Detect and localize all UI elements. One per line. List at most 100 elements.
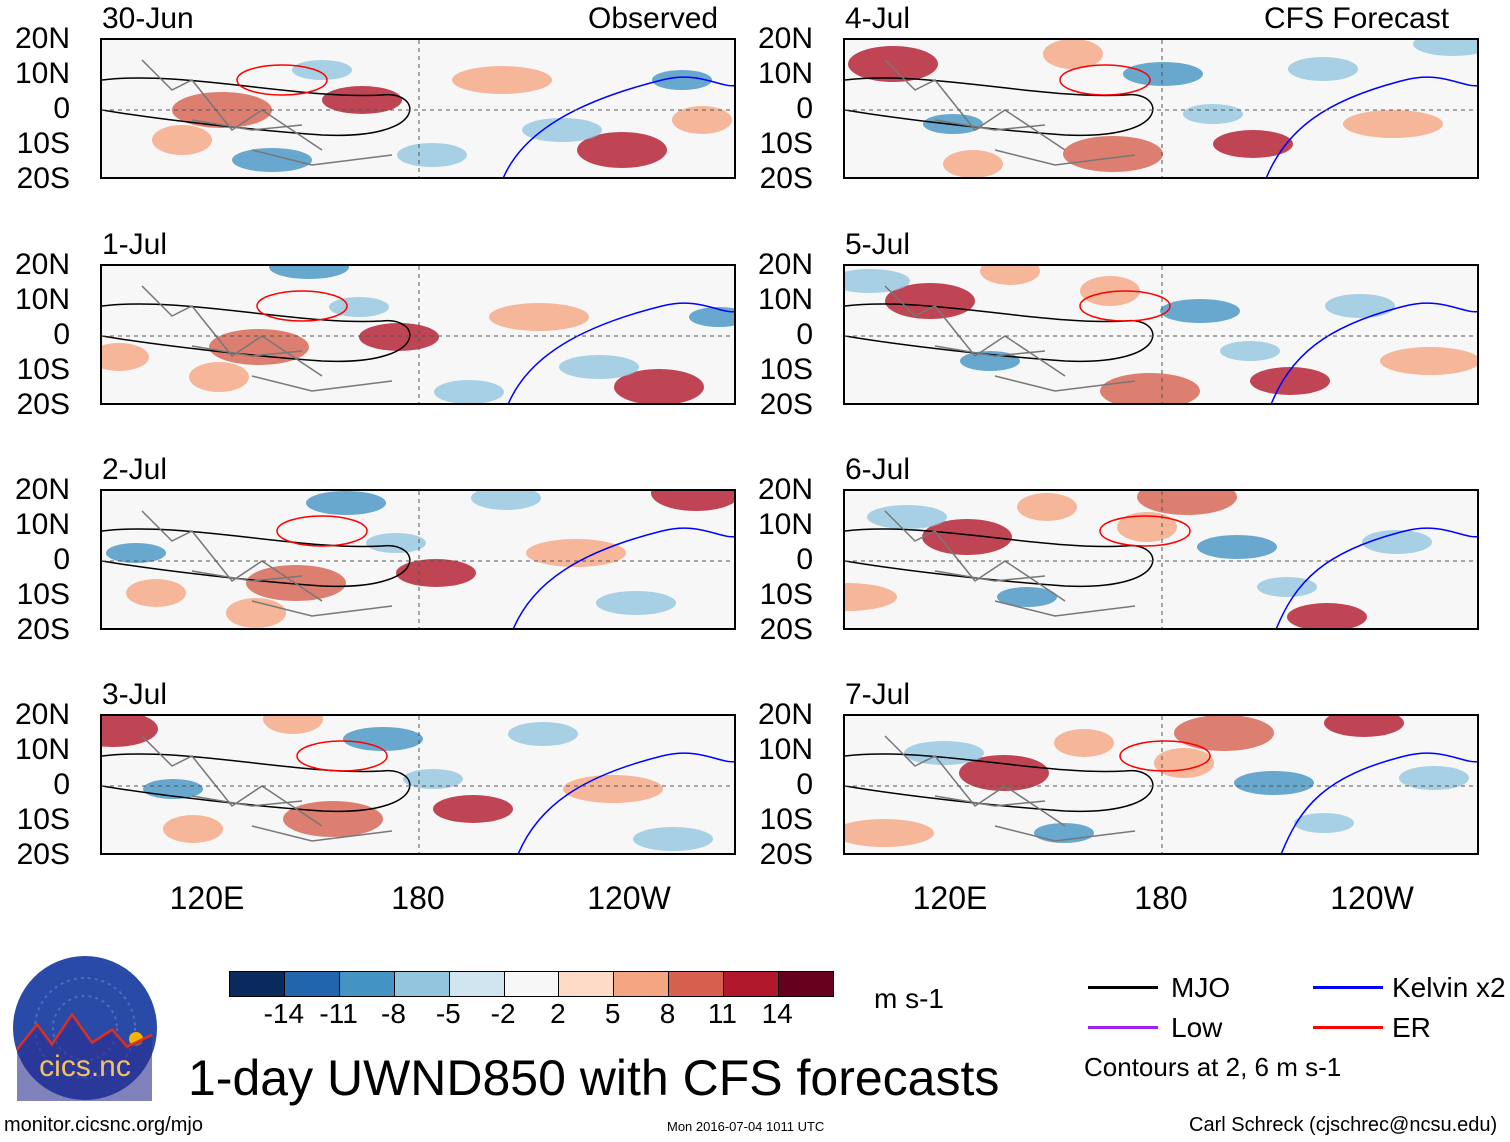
map-panel bbox=[100, 264, 736, 405]
lat-label: 20N bbox=[757, 698, 813, 731]
legend-kelvin-line bbox=[1313, 986, 1383, 989]
anomaly-shade bbox=[980, 266, 1040, 285]
lon-label: 180 bbox=[391, 880, 445, 916]
lat-label: 0 bbox=[53, 92, 70, 125]
lat-label: 10S bbox=[759, 353, 813, 386]
legend-kelvin: Kelvin x2 bbox=[1392, 972, 1506, 1003]
anomaly-shade bbox=[1213, 130, 1293, 158]
er-contour bbox=[256, 290, 348, 322]
contour-note: Contours at 2, 6 m s-1 bbox=[1084, 1052, 1342, 1082]
map-panel bbox=[843, 489, 1479, 630]
anomaly-shade bbox=[1324, 716, 1404, 737]
observed-label: Observed bbox=[588, 2, 719, 35]
lat-label: 20S bbox=[16, 162, 70, 195]
panel-date: 2-Jul bbox=[102, 453, 168, 486]
forecast-label: CFS Forecast bbox=[1264, 2, 1450, 35]
anomaly-shade bbox=[263, 716, 323, 734]
anomaly-shade bbox=[102, 716, 158, 747]
logo-text: cics.nc bbox=[39, 1050, 131, 1083]
anomaly-shade bbox=[209, 329, 309, 365]
anomaly-shade bbox=[526, 539, 626, 567]
anomaly-shade bbox=[343, 727, 423, 751]
anomaly-shade bbox=[433, 795, 513, 823]
kelvin-contour bbox=[1265, 76, 1477, 177]
anomaly-shade bbox=[396, 559, 476, 587]
anomaly-shade bbox=[1100, 373, 1200, 403]
anomaly-shade bbox=[596, 591, 676, 615]
anomaly-shade bbox=[1294, 813, 1354, 833]
anomaly-shade bbox=[1063, 136, 1163, 172]
er-contour bbox=[276, 515, 368, 547]
lat-label: 20N bbox=[757, 473, 813, 506]
lat-label: 10N bbox=[757, 283, 813, 316]
lat-label: 10S bbox=[759, 127, 813, 160]
lat-label: 10S bbox=[16, 127, 70, 160]
lat-label: 10N bbox=[14, 283, 70, 316]
lon-label: 120W bbox=[587, 880, 671, 916]
mjo-contour bbox=[102, 77, 411, 137]
anomaly-shade bbox=[102, 343, 149, 371]
anomaly-shade bbox=[403, 769, 463, 789]
anomaly-shade bbox=[1160, 299, 1240, 323]
kelvin-contour bbox=[507, 302, 734, 403]
anomaly-shade bbox=[329, 297, 389, 317]
lat-label: 20N bbox=[14, 248, 70, 281]
lat-label: 20S bbox=[759, 838, 813, 871]
anomaly-shade bbox=[1197, 535, 1277, 559]
anomaly-shade bbox=[1250, 367, 1330, 395]
lat-label: 10N bbox=[14, 57, 70, 90]
anomaly-shade bbox=[1362, 530, 1432, 554]
colorbar-swatch bbox=[284, 972, 340, 996]
map-panel bbox=[843, 264, 1479, 405]
lat-label: 20N bbox=[757, 248, 813, 281]
lat-label: 20S bbox=[759, 388, 813, 421]
colorbar-swatch bbox=[394, 972, 450, 996]
kelvin-contour bbox=[1270, 302, 1477, 403]
anomaly-shade bbox=[1234, 771, 1314, 795]
kelvin-contour bbox=[1275, 527, 1477, 628]
colorbar bbox=[229, 971, 834, 997]
anomaly-shade bbox=[1343, 110, 1443, 138]
anomaly-shade bbox=[614, 369, 704, 403]
anomaly-shade bbox=[845, 269, 910, 293]
legend-mjo: MJO bbox=[1171, 972, 1231, 1003]
anomaly-shade bbox=[292, 60, 352, 80]
anomaly-shade bbox=[306, 491, 386, 515]
panel-date: 3-Jul bbox=[102, 678, 168, 711]
lat-label: 0 bbox=[53, 318, 70, 351]
anomaly-shade bbox=[633, 827, 713, 851]
anomaly-shade bbox=[522, 118, 602, 142]
lat-label: 20N bbox=[757, 22, 813, 55]
anomaly-shade bbox=[269, 266, 349, 279]
er-contour bbox=[1079, 290, 1171, 322]
anomaly-shade bbox=[1288, 57, 1358, 81]
lat-label: 0 bbox=[796, 318, 813, 351]
anomaly-shade bbox=[943, 150, 1003, 177]
lat-label: 20N bbox=[14, 473, 70, 506]
lon-label: 120E bbox=[912, 880, 988, 916]
coastline bbox=[141, 510, 393, 617]
anomaly-shade bbox=[1257, 577, 1317, 597]
footer-url[interactable]: monitor.cicsnc.org/mjo bbox=[4, 1114, 203, 1136]
lat-label: 20S bbox=[16, 388, 70, 421]
panel-date: 7-Jul bbox=[845, 678, 911, 711]
logo: cics.nc bbox=[12, 955, 158, 1101]
lat-label: 10S bbox=[16, 578, 70, 611]
er-contour bbox=[1119, 740, 1211, 772]
coastline bbox=[141, 59, 393, 166]
colorbar-swatch bbox=[724, 972, 780, 996]
anomaly-shade bbox=[1123, 62, 1203, 86]
lon-label: 180 bbox=[1134, 880, 1188, 916]
anomaly-shade bbox=[959, 755, 1049, 791]
anomaly-shade bbox=[1054, 729, 1114, 757]
anomaly-shade bbox=[672, 106, 732, 134]
coastline bbox=[884, 285, 1136, 392]
panel-date: 1-Jul bbox=[102, 228, 168, 261]
footer-timestamp: Mon 2016-07-04 1011 UTC bbox=[667, 1119, 825, 1134]
lat-label: 20N bbox=[14, 22, 70, 55]
anomaly-shade bbox=[904, 741, 984, 765]
anomaly-shade bbox=[322, 86, 402, 114]
coastline bbox=[884, 510, 1136, 617]
footer-author: Carl Schreck (cjschrec@ncsu.edu) bbox=[1189, 1114, 1498, 1136]
anomaly-shade bbox=[508, 722, 578, 746]
